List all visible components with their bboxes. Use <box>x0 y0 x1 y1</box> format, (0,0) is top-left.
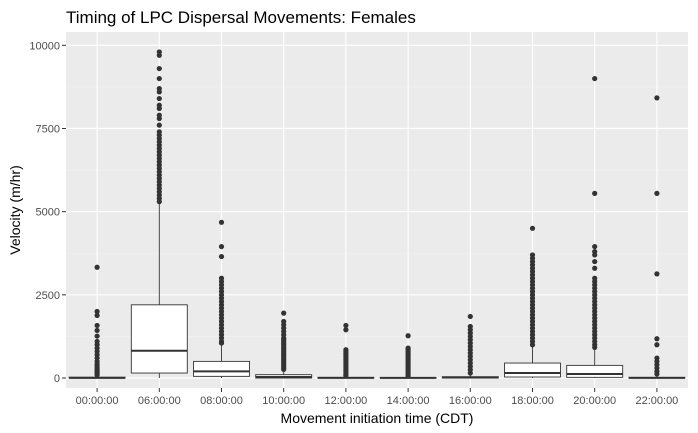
outlier-point <box>218 219 225 225</box>
outlier-point <box>218 243 225 250</box>
outlier-point <box>592 75 598 82</box>
boxplot-18:00:00 <box>504 225 561 379</box>
box-iqr <box>566 364 624 378</box>
outlier-point <box>405 333 411 339</box>
outlier-point <box>654 336 660 342</box>
outlier-point <box>156 95 162 102</box>
outlier-point <box>94 327 100 334</box>
outlier-point <box>281 366 287 372</box>
boxplot-10:00:00 <box>255 310 313 379</box>
y-tick-label: 2500 <box>36 290 60 302</box>
y-axis-title: Velocity (m/hr) <box>7 165 23 254</box>
boxplot-16:00:00 <box>441 313 499 379</box>
outlier-point <box>654 271 660 277</box>
x-tick-label: 20:00:00 <box>573 395 616 407</box>
chart-title: Timing of LPC Dispersal Movements: Femal… <box>66 8 416 27</box>
outlier-point <box>529 342 536 348</box>
outlier-point <box>343 327 349 333</box>
outlier-point <box>94 312 100 319</box>
outlier-point <box>156 115 162 122</box>
y-tick-label: 7500 <box>36 123 60 135</box>
outlier-point <box>654 342 660 348</box>
outlier-point <box>654 371 660 377</box>
x-axis: 00:00:00 06:00:00 08:00:00 10:00:00 12:00:00… <box>76 388 678 407</box>
outlier-point <box>156 65 162 72</box>
outlier-point <box>467 370 473 376</box>
x-tick-label: 12:00:00 <box>324 395 367 407</box>
outlier-point <box>94 372 100 378</box>
x-tick-label: 16:00:00 <box>449 395 492 407</box>
outlier-point <box>654 190 660 196</box>
outlier-point <box>156 122 162 128</box>
outlier-point <box>467 313 473 320</box>
outlier-point <box>156 89 162 95</box>
outlier-point <box>281 310 287 316</box>
box-iqr <box>193 360 250 377</box>
x-axis-title: Movement initiation time (CDT) <box>281 410 474 426</box>
outlier-point <box>156 199 162 205</box>
x-tick-label: 06:00:00 <box>138 395 181 407</box>
outlier-point <box>654 95 660 101</box>
boxplot-08:00:00 <box>193 219 250 379</box>
outlier-point <box>218 253 225 260</box>
boxplots <box>68 49 686 379</box>
outlier-point <box>592 258 598 265</box>
outlier-point <box>343 373 349 379</box>
outlier-point <box>94 322 100 329</box>
y-tick-label: 10000 <box>29 40 60 52</box>
outlier-point <box>405 373 411 379</box>
x-tick-label: 18:00:00 <box>511 395 554 407</box>
boxplot-20:00:00 <box>566 75 624 379</box>
box-iqr <box>504 362 561 378</box>
boxplot-00:00:00 <box>68 264 126 379</box>
outlier-point <box>156 52 162 58</box>
outlier-point <box>592 344 598 351</box>
x-tick-label: 22:00:00 <box>635 395 678 407</box>
outlier-point <box>156 105 162 112</box>
y-tick-label: 5000 <box>36 207 60 219</box>
outlier-point <box>94 308 100 315</box>
boxplot-12:00:00 <box>317 322 375 379</box>
outlier-point <box>156 75 162 82</box>
outlier-point <box>592 265 598 271</box>
x-tick-label: 10:00:00 <box>262 395 305 407</box>
x-tick-label: 00:00:00 <box>76 395 119 407</box>
outlier-point <box>592 252 598 258</box>
outlier-point <box>94 333 100 339</box>
outlier-point <box>529 225 536 231</box>
outlier-point <box>218 340 225 346</box>
box-iqr <box>130 304 188 374</box>
x-tick-label: 14:00:00 <box>387 395 430 407</box>
y-tick-label: 0 <box>54 373 60 385</box>
boxplot-14:00:00 <box>379 333 437 379</box>
outlier-point <box>343 322 349 329</box>
boxplot-06:00:00 <box>130 49 188 379</box>
outlier-point <box>94 264 100 270</box>
outlier-point <box>592 243 598 250</box>
boxplot-22:00:00 <box>628 95 686 379</box>
y-axis: 0 2500 5000 7500 10000 <box>29 40 66 385</box>
x-tick-label: 08:00:00 <box>200 395 243 407</box>
outlier-point <box>592 190 598 196</box>
